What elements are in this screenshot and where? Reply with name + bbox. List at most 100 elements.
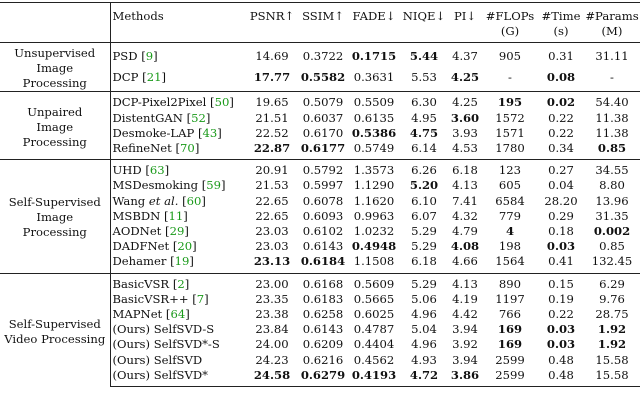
- flops-cell: 2599: [495, 352, 525, 367]
- ssim-cell: 0.6143: [302, 322, 344, 337]
- niqe-cell: 4.72: [400, 367, 448, 388]
- time-cell: 0.02: [538, 91, 584, 111]
- ssim-cell: 0.6143: [302, 239, 344, 254]
- pi-cell: 4.25: [450, 70, 480, 85]
- citation-link[interactable]: 19: [174, 254, 190, 269]
- params-cell: 28.75: [595, 307, 629, 322]
- params-cell: 9.76: [599, 291, 625, 306]
- citation-link[interactable]: 59: [206, 178, 221, 193]
- table-row: BasicVSR++ [7] 23.35 0.6183 0.5665 5.06 4.19 1…: [0, 292, 640, 307]
- category-label-line: Image Processing: [22, 119, 87, 149]
- citation-link[interactable]: 29: [169, 224, 185, 239]
- pi-cell: 4.13: [448, 272, 482, 292]
- fade-cell: 0.6025: [353, 307, 395, 322]
- pi-cell: 3.94: [452, 322, 478, 337]
- flops-cell: 198: [498, 239, 522, 254]
- table-row: Dehamer [19] 23.13 0.6184 1.1508 6.18 4.66 156…: [0, 254, 640, 273]
- table-row: Wang et al. [60] 22.65 0.6078 1.1620 6.10 7.4…: [0, 194, 640, 209]
- flops-cell: 766: [498, 307, 522, 322]
- flops-header-line1: #FLOPs: [485, 9, 535, 23]
- table-row: Self-Supervised Video Processing BasicVSR …: [0, 272, 640, 387]
- method-name: RefineNet: [112, 141, 172, 156]
- time-cell: 0.27: [538, 159, 584, 179]
- niqe-cell: 4.75: [409, 125, 439, 140]
- citation-link[interactable]: 60: [186, 193, 202, 208]
- time-cell: 0.08: [546, 70, 576, 85]
- pi-cell: 4.08: [450, 239, 480, 254]
- psnr-cell: 21.53: [255, 178, 289, 193]
- method-name: DCP-Pixel2Pixel: [112, 95, 207, 110]
- niqe-cell: 5.06: [411, 291, 437, 306]
- time-cell: 0.22: [548, 125, 574, 140]
- ssim-cell: 0.5582: [300, 70, 346, 85]
- params-cell: 31.35: [595, 208, 629, 223]
- time-cell: 0.03: [546, 239, 576, 254]
- citation-link[interactable]: 7: [196, 291, 205, 306]
- method-cell: Desmoke-LAP [43]: [112, 125, 222, 140]
- params-cell: 0.85: [599, 239, 625, 254]
- method-cell: (Ours) SelfSVD: [110, 353, 246, 368]
- citation-link[interactable]: 63: [149, 163, 165, 178]
- method-cell: PSD [9]: [110, 42, 246, 68]
- category-header: [0, 1, 111, 44]
- citation-link[interactable]: 64: [170, 307, 186, 322]
- category-label-line: Unsupervised: [14, 46, 96, 61]
- method-suffix: et al.: [148, 193, 179, 208]
- fade-cell: 0.9963: [353, 208, 395, 223]
- flops-cell: 6584: [495, 193, 525, 208]
- citation-link[interactable]: 2: [177, 276, 185, 291]
- psnr-cell: 23.84: [255, 322, 289, 337]
- niqe-cell: 6.30: [400, 91, 448, 111]
- method-cell: (Ours) SelfSVD*: [110, 367, 246, 388]
- pi-cell: 3.86: [448, 367, 482, 388]
- table-row: DCP [21] 17.77 0.5582 0.3631 5.53 4.25 - 0.08 -: [0, 67, 640, 92]
- fade-cell: 1.3573: [348, 159, 400, 179]
- table-row: Unpaired Image Processing DCP-Pixel2Pixel …: [0, 91, 640, 160]
- category-label-line: Unpaired: [27, 104, 83, 119]
- flops-cell: 1780: [495, 141, 525, 156]
- fade-cell: 0.5386: [351, 125, 397, 140]
- citation-link[interactable]: 70: [180, 141, 195, 156]
- flops-cell: 123: [482, 159, 538, 179]
- method-cell: Dehamer [19]: [112, 254, 194, 269]
- method-cell: MSBDN [11]: [112, 208, 188, 223]
- time-cell: 0.04: [548, 178, 574, 193]
- citation-link[interactable]: 11: [168, 208, 184, 223]
- citation-link[interactable]: 52: [191, 110, 206, 125]
- time-cell: 0.31: [538, 42, 584, 68]
- fade-cell: 0.5749: [353, 141, 395, 156]
- category-label-line: Self-Supervised: [8, 316, 101, 331]
- method-cell: (Ours) SelfSVD*-S: [110, 337, 246, 352]
- method-name: PSD: [112, 49, 138, 64]
- table-row: (Ours) SelfSVD* 24.58 0.6279 0.4193 4.72 3.86…: [0, 367, 640, 388]
- method-name: Desmoke-LAP: [112, 125, 195, 140]
- method-cell: DCP [21]: [112, 70, 166, 85]
- fade-cell: 0.4948: [351, 239, 397, 254]
- citation-link[interactable]: 9: [145, 49, 154, 64]
- method-cell: (Ours) SelfSVD-S: [110, 322, 246, 337]
- niqe-cell: 4.96: [411, 307, 437, 322]
- method-cell: BasicVSR [2]: [110, 272, 246, 292]
- params-header-line2: (M): [601, 24, 623, 39]
- psnr-cell: 21.51: [255, 110, 289, 125]
- citation-link[interactable]: 20: [177, 239, 193, 254]
- citation-link[interactable]: 43: [202, 125, 218, 140]
- pi-header: PI↓: [448, 1, 482, 44]
- fade-cell: 0.1715: [348, 42, 400, 68]
- ssim-cell: 0.5079: [298, 91, 348, 111]
- niqe-cell: 5.53: [411, 70, 437, 85]
- pi-cell: 3.94: [452, 352, 478, 367]
- time-cell: 0.22: [548, 307, 574, 322]
- ssim-cell: 0.6184: [300, 254, 346, 269]
- citation-link[interactable]: 21: [146, 70, 162, 85]
- method-name: MSBDN: [112, 208, 161, 223]
- params-cell: 15.58: [595, 352, 629, 367]
- citation-link[interactable]: 50: [214, 95, 230, 110]
- ssim-cell: 0.6279: [298, 367, 348, 388]
- niqe-cell: 5.29: [411, 239, 437, 254]
- time-cell: 0.34: [548, 141, 574, 156]
- niqe-cell: 6.14: [411, 141, 437, 156]
- psnr-cell: 23.03: [255, 239, 289, 254]
- table-row: DADFNet [20] 23.03 0.6143 0.4948 5.29 4.08 198…: [0, 239, 640, 254]
